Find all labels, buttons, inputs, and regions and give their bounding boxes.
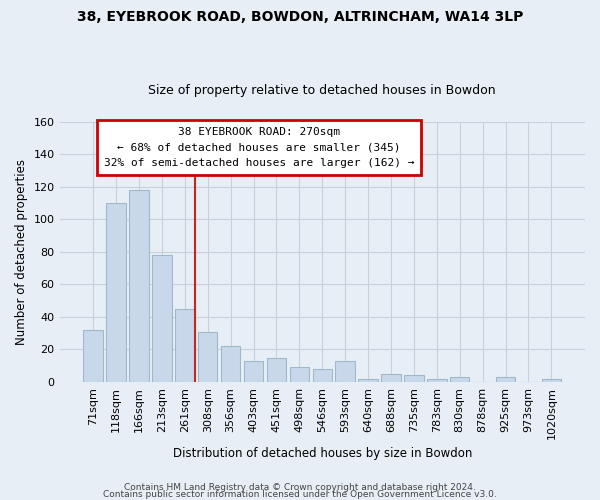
Text: 38, EYEBROOK ROAD, BOWDON, ALTRINCHAM, WA14 3LP: 38, EYEBROOK ROAD, BOWDON, ALTRINCHAM, W… bbox=[77, 10, 523, 24]
Bar bbox=[358, 378, 378, 382]
Bar bbox=[313, 369, 332, 382]
Bar bbox=[198, 332, 217, 382]
Bar bbox=[106, 203, 126, 382]
Bar bbox=[450, 377, 469, 382]
Text: Contains public sector information licensed under the Open Government Licence v3: Contains public sector information licen… bbox=[103, 490, 497, 499]
Bar bbox=[496, 377, 515, 382]
Bar bbox=[381, 374, 401, 382]
Bar bbox=[175, 309, 194, 382]
Text: Contains HM Land Registry data © Crown copyright and database right 2024.: Contains HM Land Registry data © Crown c… bbox=[124, 484, 476, 492]
Bar bbox=[221, 346, 241, 382]
Bar bbox=[152, 255, 172, 382]
Bar bbox=[404, 376, 424, 382]
Bar bbox=[267, 358, 286, 382]
Bar bbox=[542, 378, 561, 382]
X-axis label: Distribution of detached houses by size in Bowdon: Distribution of detached houses by size … bbox=[173, 447, 472, 460]
Bar bbox=[335, 361, 355, 382]
Bar bbox=[129, 190, 149, 382]
Bar bbox=[427, 378, 446, 382]
Text: 38 EYEBROOK ROAD: 270sqm
← 68% of detached houses are smaller (345)
32% of semi-: 38 EYEBROOK ROAD: 270sqm ← 68% of detach… bbox=[104, 127, 415, 168]
Bar bbox=[244, 361, 263, 382]
Bar bbox=[290, 368, 309, 382]
Bar bbox=[83, 330, 103, 382]
Y-axis label: Number of detached properties: Number of detached properties bbox=[15, 159, 28, 345]
Title: Size of property relative to detached houses in Bowdon: Size of property relative to detached ho… bbox=[148, 84, 496, 97]
